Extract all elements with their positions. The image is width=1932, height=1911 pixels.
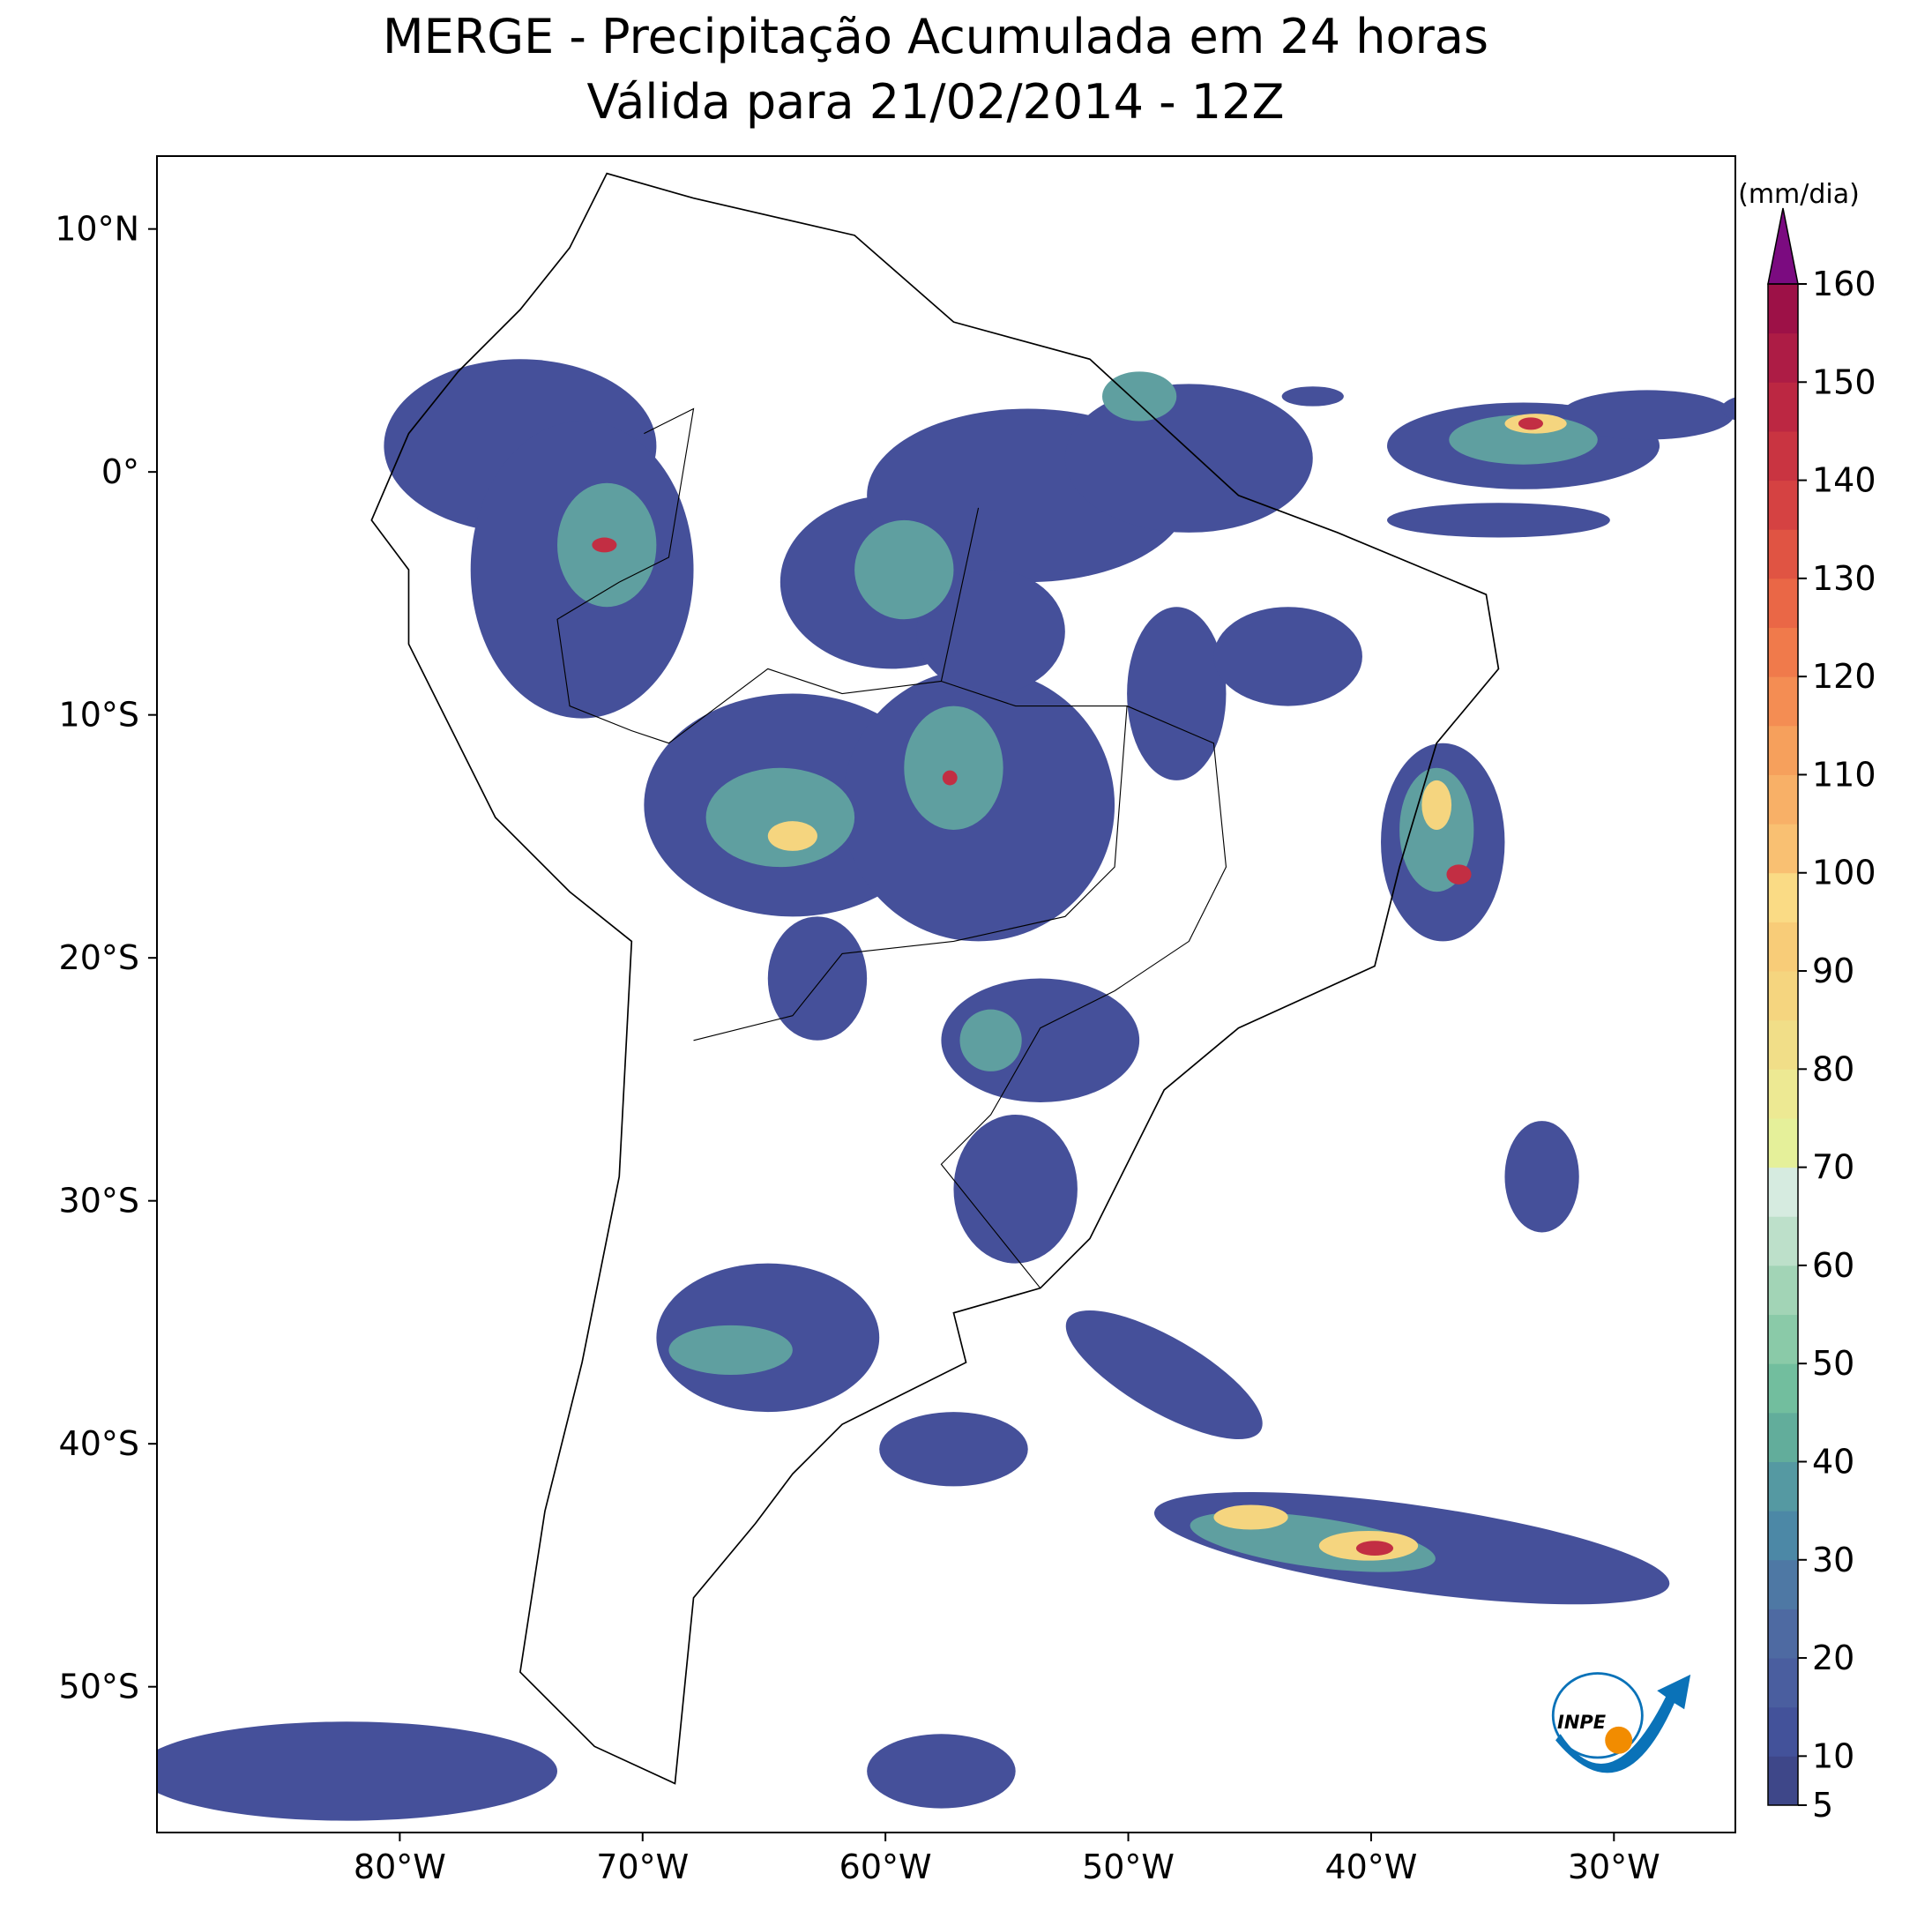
inpe-logo xyxy=(1551,1672,1691,1773)
precip-peak xyxy=(592,417,1544,1556)
y-tick-label: 10°S xyxy=(59,696,139,735)
colorbar-bin xyxy=(1768,1461,1798,1512)
colorbar-bin xyxy=(1768,1314,1798,1364)
colorbar-tick-label: 80 xyxy=(1812,1049,1854,1088)
colorbar-bin xyxy=(1768,1069,1798,1119)
colorbar-bin xyxy=(1768,1412,1798,1462)
x-tick-label: 70°W xyxy=(596,1848,689,1886)
colorbar-bin xyxy=(1768,1658,1798,1708)
colorbar-bin xyxy=(1768,382,1798,432)
colorbar-tick-label: 5 xyxy=(1812,1786,1833,1825)
borders xyxy=(556,407,1227,1289)
map-frame xyxy=(156,155,1736,1833)
colorbar-tick-label: 150 xyxy=(1812,362,1876,401)
colorbar: (mm/dia) 5 10 20 30 40 50 60 70 80 90 100 110 120 130… xyxy=(1738,179,1876,1825)
x-tick-label: 40°W xyxy=(1324,1848,1417,1886)
colorbar-frame xyxy=(1767,283,1799,1806)
colorbar-bin xyxy=(1768,284,1798,334)
colorbar-bin xyxy=(1768,529,1798,579)
colorbar-tick-label: 50 xyxy=(1812,1344,1854,1383)
colorbar-label: (mm/dia) xyxy=(1738,179,1860,210)
colorbar-extend xyxy=(1767,207,1799,285)
colorbar-tick-label: 110 xyxy=(1812,755,1876,794)
y-tick-label: 50°S xyxy=(59,1668,139,1706)
y-tick-label: 40°S xyxy=(59,1424,139,1463)
y-tick-label: 20°S xyxy=(59,938,139,977)
colorbar-tick-label: 70 xyxy=(1812,1148,1854,1187)
y-tick-label: 10°N xyxy=(55,210,139,249)
colorbar-tick-label: 120 xyxy=(1812,657,1876,696)
logo-text: INPE xyxy=(1557,1712,1607,1733)
colorbar-tick-label: 60 xyxy=(1812,1246,1854,1285)
colorbar-bin xyxy=(1768,1756,1798,1806)
precip-low xyxy=(157,359,1735,1821)
colorbar-bin xyxy=(1768,725,1798,775)
colorbar-bin xyxy=(1768,627,1798,677)
colorbar-bin xyxy=(1768,480,1798,530)
x-tick-label: 30°W xyxy=(1568,1848,1660,1886)
y-tick-label: 0° xyxy=(101,452,139,491)
colorbar-tick-label: 20 xyxy=(1812,1639,1854,1677)
x-tick-label: 80°W xyxy=(354,1848,446,1886)
title-line-2: Válida para 21/02/2014 - 12Z xyxy=(587,74,1285,130)
coastline xyxy=(370,172,1500,1785)
colorbar-bin xyxy=(1768,1363,1798,1414)
colorbar-bin xyxy=(1768,1706,1798,1757)
colorbar-tick-label: 130 xyxy=(1812,559,1876,598)
colorbar-bin xyxy=(1768,1559,1798,1609)
title-line-1: MERGE - Precipitação Acumulada em 24 hor… xyxy=(383,9,1488,64)
colorbar-tick-label: 90 xyxy=(1812,952,1854,990)
colorbar-bin xyxy=(1768,1609,1798,1659)
colorbar-bin xyxy=(1768,971,1798,1021)
colorbar-bin xyxy=(1768,430,1798,481)
x-tick-label: 50°W xyxy=(1082,1848,1175,1886)
colorbar-bin xyxy=(1768,1117,1798,1168)
colorbar-bin xyxy=(1768,1265,1798,1316)
colorbar-tick-label: 10 xyxy=(1812,1736,1854,1775)
colorbar-bin xyxy=(1768,774,1798,825)
colorbar-bin xyxy=(1768,578,1798,629)
colorbar-bin xyxy=(1768,1167,1798,1217)
colorbar-bin xyxy=(1768,922,1798,972)
map-area xyxy=(157,172,1735,1821)
colorbar-bin xyxy=(1768,872,1798,922)
colorbar-bin xyxy=(1768,824,1798,874)
colorbar-bin xyxy=(1768,1511,1798,1561)
colorbar-tick-label: 140 xyxy=(1812,461,1876,500)
colorbar-tick-label: 100 xyxy=(1812,854,1876,892)
x-tick-label: 60°W xyxy=(839,1848,932,1886)
colorbar-bin xyxy=(1768,676,1798,727)
axes: 80°W 70°W 60°W 50°W 40°W 30°W 10°N 0° 10°S 20°S 30… xyxy=(55,210,1660,1886)
colorbar-tick-label: 30 xyxy=(1812,1541,1854,1579)
colorbar-tick-label: 40 xyxy=(1812,1442,1854,1481)
colorbar-bin xyxy=(1768,1216,1798,1266)
colorbar-bin xyxy=(1768,1019,1798,1070)
colorbar-bin xyxy=(1768,332,1798,383)
map-drawing xyxy=(157,172,1735,1821)
y-tick-label: 30°S xyxy=(59,1182,139,1221)
colorbar-tick-label: 160 xyxy=(1812,265,1876,303)
